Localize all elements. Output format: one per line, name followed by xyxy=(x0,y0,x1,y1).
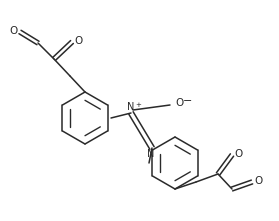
Text: O: O xyxy=(234,149,242,159)
Text: N: N xyxy=(147,149,155,159)
Text: N: N xyxy=(127,102,135,112)
Text: O: O xyxy=(74,36,82,46)
Text: O: O xyxy=(10,26,18,36)
Text: +: + xyxy=(135,102,141,108)
Text: O: O xyxy=(175,98,183,108)
Text: O: O xyxy=(254,176,262,186)
Text: −: − xyxy=(183,96,193,106)
